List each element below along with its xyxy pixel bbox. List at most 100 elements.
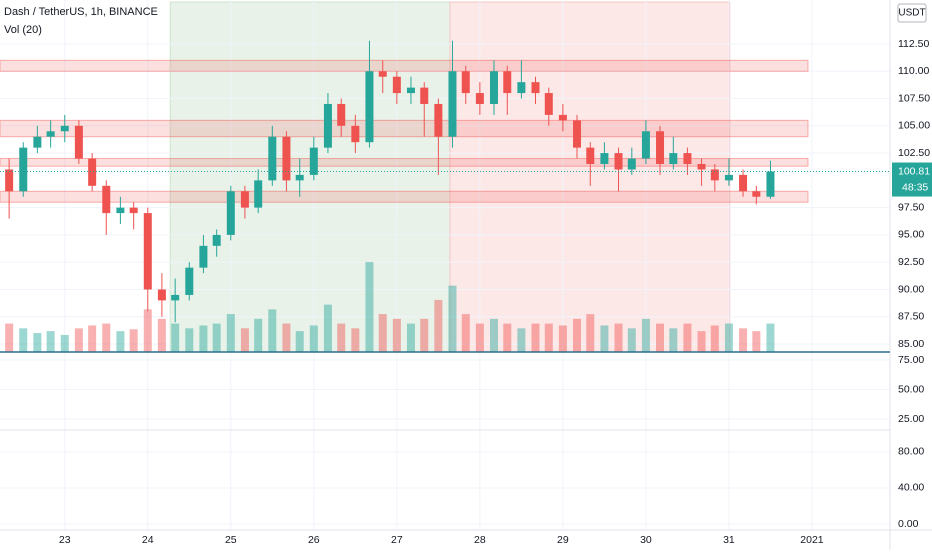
volume-bar [600,325,609,352]
candle-body [627,158,636,170]
zone [0,119,809,138]
volume-bar [614,323,623,352]
volume-bar [406,323,415,352]
candle-body [157,289,166,301]
volume-bar [129,329,138,352]
y-tick-label: 97.50 [898,201,924,213]
y-tick-label: 87.50 [898,311,924,323]
candle-body [254,180,263,208]
zone [0,59,809,72]
candle-body [544,93,553,115]
currency-badge[interactable] [897,3,927,23]
candle-body [185,267,194,295]
candle-body [406,87,415,94]
volume-bar [531,323,540,352]
candle-body [600,153,609,164]
volume-bar [434,299,443,352]
volume-bar [641,318,650,352]
volume-bar [268,309,277,352]
y-tick-label: 40.00 [898,482,924,494]
candle-body [88,158,97,186]
volume-bar [669,328,678,352]
volume-bar [627,328,636,352]
volume-bar [448,285,457,352]
candle-body [517,82,526,94]
range-box [169,1,451,353]
y-tick-label: 95.00 [898,229,924,241]
candle-body [378,71,387,77]
candle-body [212,234,221,246]
x-tick-label: 27 [391,534,403,546]
volume-bar [586,314,595,352]
volume-bar [558,325,567,352]
candle-body [295,174,304,181]
volume-bar [475,323,484,352]
y-tick-label: 85.00 [898,338,924,350]
candle-body [683,153,692,164]
candle-body [656,131,665,164]
candle-body [558,114,567,121]
volume-bar [766,323,775,352]
volume-bar [212,323,221,352]
candle-body [116,207,125,214]
background-layer [0,0,890,530]
y-tick-label: 105.00 [898,120,930,132]
candle-body [268,136,277,181]
zone [0,158,809,167]
indicator-label: Vol (20) [4,24,42,36]
y-tick-label: 110.00 [898,65,929,77]
volume-bar [752,331,761,352]
volume-bar [309,325,318,352]
candle-body [5,169,14,192]
candle-body [697,163,706,170]
zone [0,190,809,203]
candle-body [282,136,291,181]
volume-bar [365,262,374,352]
y-tick-label: 25.00 [898,413,924,425]
y-tick-label: 50.00 [898,383,924,395]
x-tick-label: 24 [142,534,154,546]
x-tick-label: 23 [59,534,71,546]
axis-layer: 112.50 110.00 107.50 105.00 102.50 97.50 95.00… [59,38,932,546]
candle-body [60,125,69,132]
candle-body [171,294,180,301]
volume-bar [19,328,28,352]
volume-bar [226,314,235,352]
candle-body [573,120,582,148]
candle-body [74,125,83,159]
candle-body [143,213,152,290]
volume-bar [392,318,401,352]
plot-layer [0,40,890,352]
volume-bar [102,323,111,352]
candle-body [766,171,775,197]
candle-body [46,131,55,137]
volume-bar [199,325,208,352]
candle-body [19,147,28,192]
y-tick-label: 112.50 [898,38,929,50]
volume-bar [378,314,387,352]
volume-bar [420,318,429,352]
candle-body [752,191,761,197]
volume-bar [573,318,582,352]
x-tick-label: 30 [640,534,652,546]
last-price-label: 100.81 [898,165,930,177]
candle-body [448,71,457,137]
candle-body [323,103,332,148]
volume-bar [697,331,706,352]
candle-body [461,71,470,94]
volume-bar [143,309,152,352]
volume-bar [295,331,304,352]
candle-body [739,174,748,192]
volume-bar [323,304,332,352]
candle-body [489,71,498,104]
y-tick-label: 107.50 [898,92,930,104]
x-tick-label: 2021 [800,534,824,546]
volume-bar [724,323,733,352]
currency-label: USDT [898,8,925,19]
volume-bar [88,325,97,352]
volume-bar [46,331,55,352]
volume-bar [254,318,263,352]
volume-bar [157,318,166,352]
candle-body [614,153,623,170]
